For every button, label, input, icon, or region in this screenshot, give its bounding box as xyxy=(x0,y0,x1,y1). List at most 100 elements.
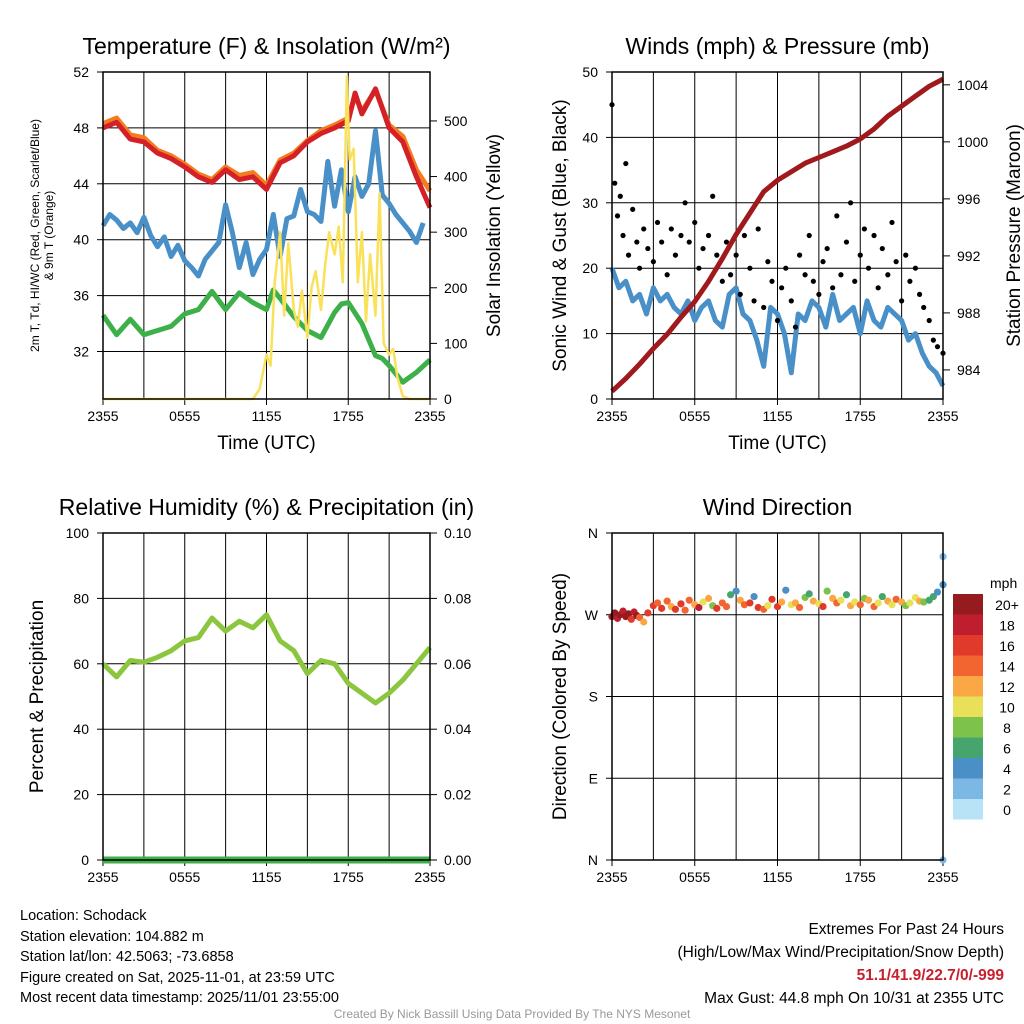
direction-point xyxy=(722,602,731,611)
direction-point xyxy=(888,601,896,609)
y-label-line2: & 9m T (Orange) xyxy=(42,191,56,281)
gust-point xyxy=(714,252,720,258)
legend-swatch xyxy=(953,799,983,820)
extremes-title: Extremes For Past 24 Hours xyxy=(808,921,1004,938)
gust-point xyxy=(838,272,844,278)
legend-swatch xyxy=(953,717,983,738)
gust-point xyxy=(871,232,877,239)
gust-point xyxy=(852,278,858,284)
gust-point xyxy=(747,265,753,271)
x-tick-label: 0555 xyxy=(679,869,710,885)
x-tick-label: 2355 xyxy=(927,869,958,885)
gust-point xyxy=(899,298,905,304)
y2-tick-label: 0.10 xyxy=(444,525,471,541)
direction-point xyxy=(823,587,831,595)
direction-point xyxy=(611,609,619,617)
y-tick-label: 50 xyxy=(582,64,598,80)
gust-point xyxy=(664,272,670,278)
gust-point xyxy=(792,324,799,330)
y-tick-label: 52 xyxy=(73,64,89,80)
chart-title: Temperature (F) & Insolation (W/m²) xyxy=(82,33,450,59)
series-sonic-wind xyxy=(609,267,946,388)
x-tick-label: 1155 xyxy=(762,408,792,424)
gust-point xyxy=(879,245,885,252)
max-gust: Max Gust: 44.8 mph On 10/31 at 2355 UTC xyxy=(704,990,1004,1007)
direction-point xyxy=(778,598,786,606)
direction-point xyxy=(713,604,721,612)
gust-point xyxy=(861,226,867,232)
x-tick-label: 1155 xyxy=(251,869,281,885)
direction-point xyxy=(704,594,713,603)
y2-tick-label: 0.04 xyxy=(444,721,471,737)
y-tick-label: 40 xyxy=(582,129,598,145)
recent-timestamp: Most recent data timestamp: 2025/11/01 2… xyxy=(20,990,339,1006)
gust-point xyxy=(934,344,941,350)
direction-point xyxy=(658,604,666,612)
y-axis-label: Direction (Colored By Speed) xyxy=(550,573,571,820)
x-tick-label: 0555 xyxy=(169,408,200,424)
y-tick-label: 36 xyxy=(73,288,89,304)
legend-label: 14 xyxy=(999,659,1015,675)
direction-point xyxy=(640,618,648,626)
gust-point xyxy=(620,232,626,239)
x-tick-label: 0555 xyxy=(679,408,710,424)
chart-panel-1: Temperature (F) & Insolation (W/m²) 32 36 4… xyxy=(28,33,505,454)
y-label-line1: 2m T, Td, HI/WC (Red, Green, Scarlet/Blu… xyxy=(28,119,42,352)
y2-tick-label: 1004 xyxy=(957,77,988,93)
gust-point xyxy=(834,213,840,219)
legend-title: mph xyxy=(990,575,1017,591)
y-tick-label: S xyxy=(589,689,598,705)
y2-tick-label: 988 xyxy=(957,305,981,321)
y-tick-label: 40 xyxy=(73,232,89,248)
direction-point xyxy=(791,599,800,607)
legend-label: 8 xyxy=(1003,720,1011,736)
direction-point xyxy=(685,596,693,604)
gust-point xyxy=(769,278,775,284)
direction-point xyxy=(663,597,671,605)
gust-point xyxy=(623,160,629,167)
direction-point xyxy=(732,587,740,595)
gust-point xyxy=(810,278,816,284)
x-tick-label: 1755 xyxy=(845,408,876,424)
gust-point xyxy=(889,219,895,226)
series-insolation xyxy=(103,75,430,401)
gust-point xyxy=(903,252,909,258)
direction-point xyxy=(829,594,837,603)
gust-point xyxy=(926,317,932,324)
legend-swatch xyxy=(953,758,983,779)
plot-frame xyxy=(611,71,944,400)
y2-tick-label: 100 xyxy=(444,335,468,351)
plot-frame xyxy=(611,532,944,861)
y2-tick-label: 0.06 xyxy=(444,656,471,672)
direction-point xyxy=(856,601,864,609)
legend-label: 12 xyxy=(999,679,1015,695)
legend-label: 4 xyxy=(1003,761,1011,777)
gust-point xyxy=(761,304,767,311)
direction-point xyxy=(727,591,735,599)
plot-frame xyxy=(102,71,431,400)
y-axis-label: 2m T, Td, HI/WC (Red, Green, Scarlet/Blu… xyxy=(28,119,56,352)
gust-point xyxy=(741,232,748,239)
legend-swatch xyxy=(953,696,983,717)
gust-point xyxy=(912,265,919,271)
plot-frame xyxy=(102,532,431,861)
gust-point xyxy=(816,291,822,297)
series-rh xyxy=(101,612,432,706)
direction-point xyxy=(892,595,900,603)
figure-created: Figure created on Sat, 2025-11-01, at 23… xyxy=(20,969,335,986)
direction-point xyxy=(740,601,749,609)
elevation: Station elevation: 104.882 m xyxy=(20,928,204,945)
legend-label: 0 xyxy=(1003,802,1011,818)
gust-point xyxy=(668,226,674,232)
gust-point xyxy=(783,265,789,271)
legend-label: 20+ xyxy=(995,597,1019,613)
gust-point xyxy=(645,245,651,252)
gust-point xyxy=(865,265,872,271)
gust-point xyxy=(630,206,636,212)
legend-label: 10 xyxy=(999,700,1015,716)
gust-point xyxy=(728,272,734,278)
x-tick-label: 2355 xyxy=(596,869,627,885)
direction-point xyxy=(874,599,882,607)
y-tick-label: 10 xyxy=(582,326,598,342)
